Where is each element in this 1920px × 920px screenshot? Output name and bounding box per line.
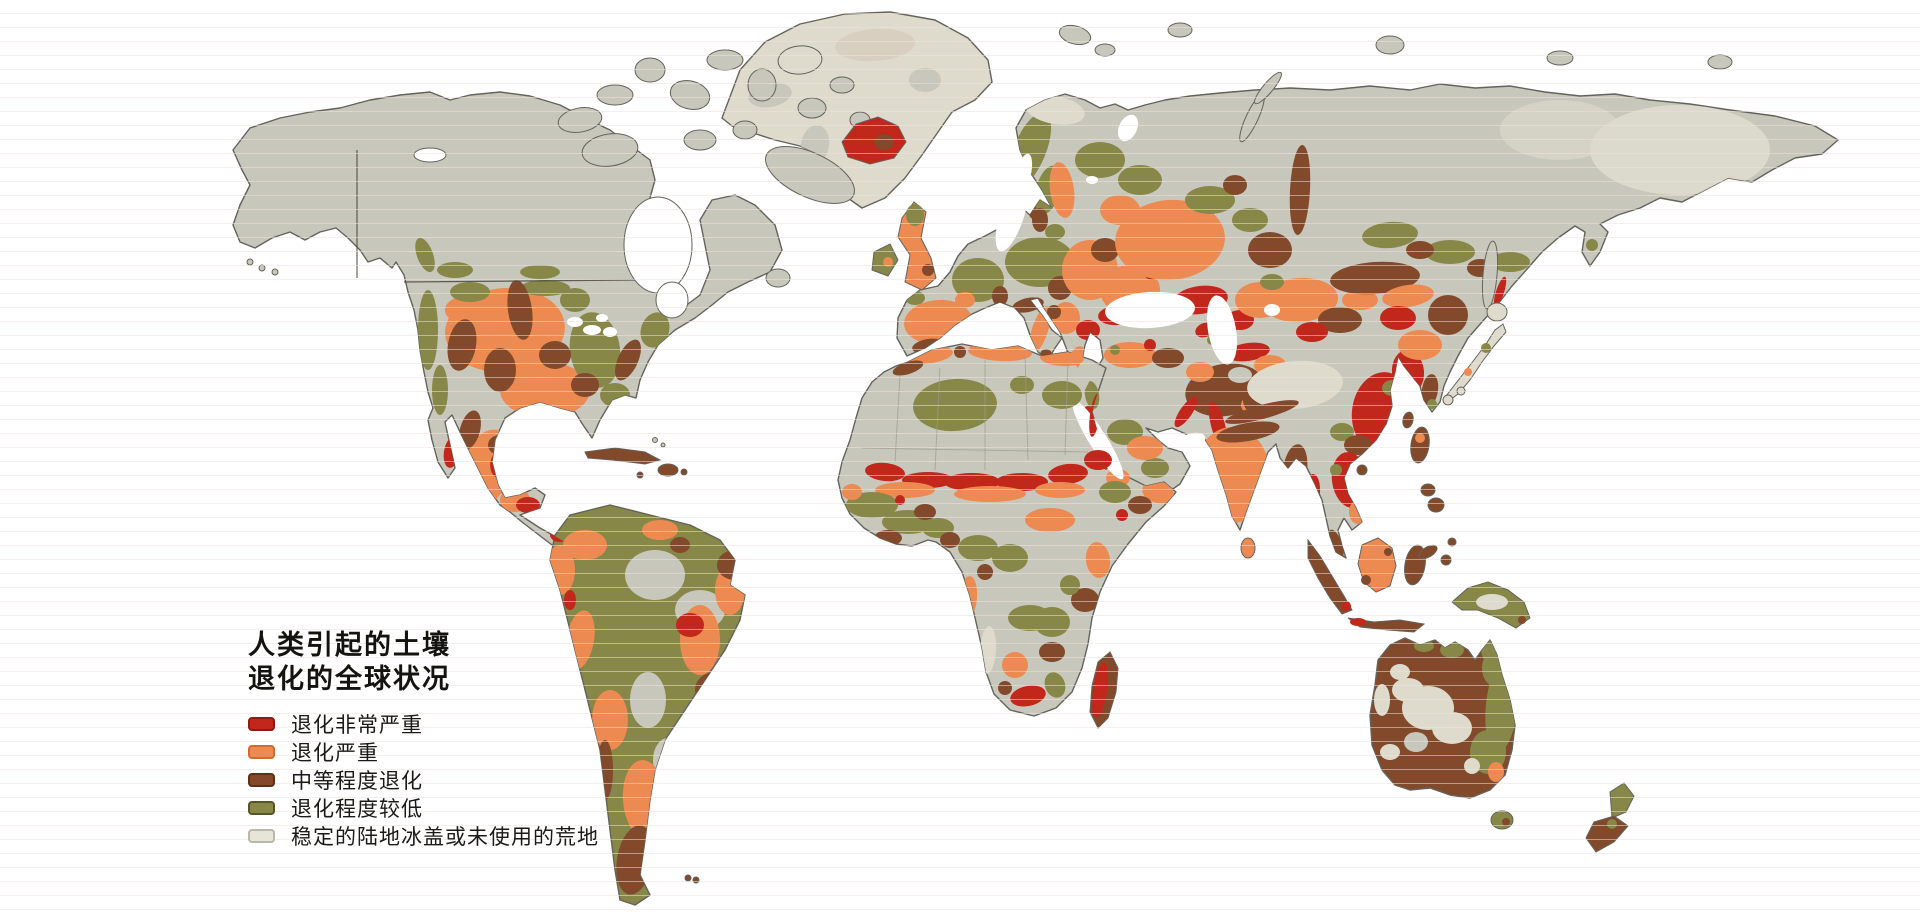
legend-item-severe: 退化严重 <box>248 742 599 765</box>
legend-item-moderate: 中等程度退化 <box>248 770 599 793</box>
legend-swatch-severe <box>248 744 275 759</box>
legend-item-stable: 稳定的陆地冰盖或未使用的荒地 <box>248 826 599 849</box>
map-title-line-1: 人类引起的土壤 <box>248 630 451 660</box>
legend-swatch-moderate <box>248 772 275 787</box>
legend-items: 退化非常严重 退化严重 中等程度退化 退化程度较低 稳定的陆地冰盖或未使用的荒地 <box>248 714 599 849</box>
map-title: 人类引起的土壤 退化的全球状况 <box>248 628 599 696</box>
map-title-line-2: 退化的全球状况 <box>248 664 451 694</box>
falkland-islands <box>684 874 700 884</box>
legend-label-moderate: 中等程度退化 <box>291 769 423 793</box>
madagascar <box>1089 651 1119 729</box>
legend-swatch-stable <box>248 828 275 843</box>
map-legend: 人类引起的土壤 退化的全球状况 退化非常严重 退化严重 中等程度退化 退化程度较… <box>248 628 599 849</box>
legend-label-stable: 稳定的陆地冰盖或未使用的荒地 <box>291 825 599 849</box>
caribbean-islands <box>584 437 688 479</box>
legend-item-very-severe: 退化非常严重 <box>248 714 599 737</box>
legend-swatch-very-severe <box>248 716 275 731</box>
legend-label-low: 退化程度较低 <box>291 797 423 821</box>
tasmania-new-zealand <box>1490 782 1635 853</box>
legend-item-low: 退化程度较低 <box>248 798 599 821</box>
legend-swatch-low <box>248 800 275 815</box>
british-isles <box>871 201 937 291</box>
legend-label-very-severe: 退化非常严重 <box>291 713 423 737</box>
legend-label-severe: 退化严重 <box>291 741 379 765</box>
